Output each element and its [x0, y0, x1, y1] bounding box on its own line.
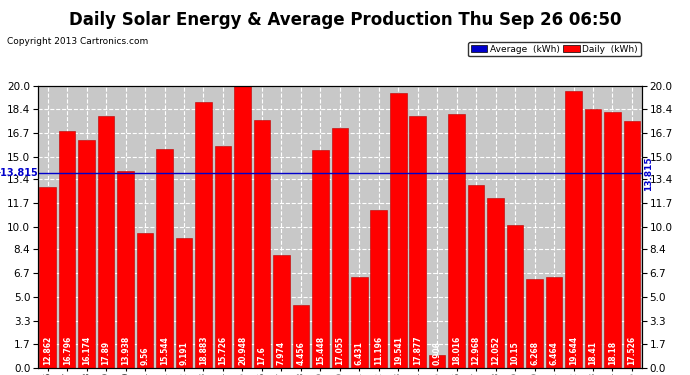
- Bar: [371, 210, 387, 368]
- Text: 9.191: 9.191: [179, 342, 188, 365]
- Text: 19.541: 19.541: [394, 336, 403, 365]
- Bar: [332, 128, 348, 368]
- Text: 12.052: 12.052: [491, 336, 500, 365]
- Bar: [351, 277, 368, 368]
- Text: 10.15: 10.15: [511, 342, 520, 365]
- Text: 7.974: 7.974: [277, 341, 286, 365]
- Text: 15.726: 15.726: [219, 336, 228, 365]
- Text: 0.906: 0.906: [433, 342, 442, 365]
- Text: 17.6: 17.6: [257, 346, 266, 365]
- Bar: [526, 279, 543, 368]
- Bar: [195, 102, 212, 368]
- Text: Copyright 2013 Cartronics.com: Copyright 2013 Cartronics.com: [7, 38, 148, 46]
- Text: 13.938: 13.938: [121, 336, 130, 365]
- Text: 18.18: 18.18: [608, 341, 617, 365]
- Text: 12.862: 12.862: [43, 336, 52, 365]
- Text: 11.196: 11.196: [374, 336, 383, 365]
- Bar: [429, 355, 446, 368]
- Text: 6.431: 6.431: [355, 342, 364, 365]
- Text: 18.883: 18.883: [199, 336, 208, 365]
- Bar: [254, 120, 270, 368]
- Bar: [39, 187, 56, 368]
- Text: 6.464: 6.464: [549, 342, 559, 365]
- Text: 9.56: 9.56: [141, 347, 150, 365]
- Text: 17.526: 17.526: [627, 336, 636, 365]
- Text: 16.174: 16.174: [82, 336, 91, 365]
- Text: 17.055: 17.055: [335, 336, 344, 365]
- Text: 15.448: 15.448: [316, 336, 325, 365]
- Bar: [448, 114, 465, 368]
- Bar: [273, 255, 290, 368]
- Bar: [59, 131, 75, 368]
- Text: 18.016: 18.016: [452, 336, 461, 365]
- Bar: [176, 238, 193, 368]
- Bar: [584, 109, 601, 368]
- Bar: [234, 73, 250, 368]
- Bar: [117, 171, 134, 368]
- Bar: [624, 121, 640, 368]
- Bar: [79, 140, 95, 368]
- Legend: Average  (kWh), Daily  (kWh): Average (kWh), Daily (kWh): [469, 42, 640, 56]
- Text: 18.41: 18.41: [589, 341, 598, 365]
- Bar: [156, 149, 172, 368]
- Bar: [507, 225, 524, 368]
- Text: 6.268: 6.268: [530, 341, 539, 365]
- Bar: [98, 116, 115, 368]
- Bar: [409, 116, 426, 368]
- Text: 17.877: 17.877: [413, 336, 422, 365]
- Text: Daily Solar Energy & Average Production Thu Sep 26 06:50: Daily Solar Energy & Average Production …: [69, 11, 621, 29]
- Bar: [468, 185, 484, 368]
- Bar: [604, 112, 621, 368]
- Text: 20.948: 20.948: [238, 336, 247, 365]
- Bar: [293, 305, 309, 368]
- Bar: [215, 146, 231, 368]
- Bar: [312, 150, 328, 368]
- Text: 13.815: 13.815: [644, 156, 653, 190]
- Text: 17.89: 17.89: [101, 341, 110, 365]
- Bar: [565, 91, 582, 368]
- Bar: [390, 93, 406, 368]
- Text: 15.544: 15.544: [160, 336, 169, 365]
- Text: 4.456: 4.456: [297, 342, 306, 365]
- Text: 19.644: 19.644: [569, 336, 578, 365]
- Text: ←13.815: ←13.815: [0, 168, 38, 178]
- Text: 16.796: 16.796: [63, 336, 72, 365]
- Bar: [546, 277, 562, 368]
- Text: 12.968: 12.968: [472, 336, 481, 365]
- Bar: [137, 233, 153, 368]
- Bar: [487, 198, 504, 368]
